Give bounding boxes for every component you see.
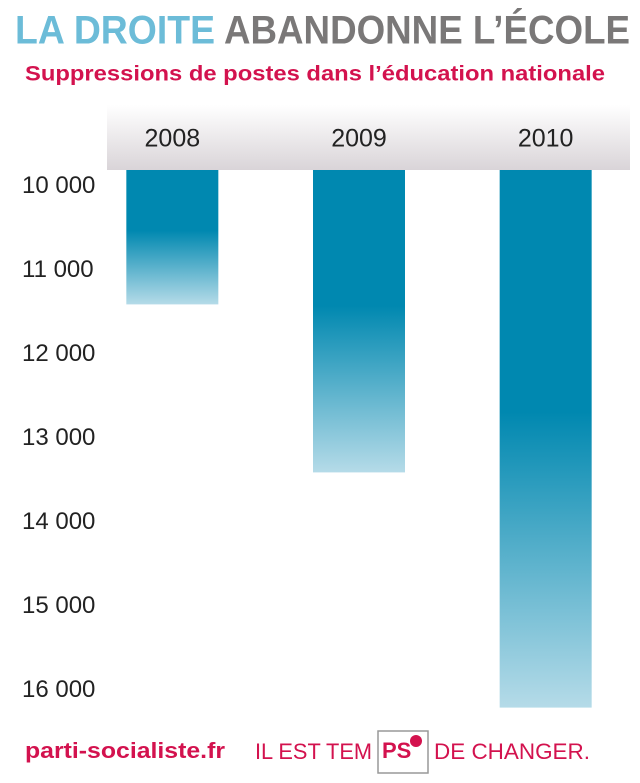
x-tick-label: 2008	[145, 125, 201, 153]
chart-subtitle: Suppressions de postes dans l’éducation …	[25, 63, 605, 86]
x-tick-label: 2010	[518, 125, 574, 153]
y-tick-label: 12 000	[22, 340, 95, 367]
footer-site: parti-socialiste.fr	[25, 738, 225, 763]
bar	[499, 170, 592, 708]
y-tick-label: 13 000	[22, 424, 95, 451]
x-tick-label: 2009	[331, 125, 387, 153]
bar	[126, 170, 219, 305]
footer-slogan-end: DE CHANGER.	[434, 739, 590, 764]
y-tick-label: 16 000	[22, 676, 95, 703]
title-highlight: LA DROITE	[15, 9, 215, 53]
y-tick-label: 11 000	[22, 256, 94, 283]
plot: 10 000 11 000 12 000 13 000 14 000 15 000 16 0…	[22, 125, 592, 708]
header-band	[107, 105, 630, 170]
logo-rose	[410, 735, 422, 747]
y-tick-label: 15 000	[22, 592, 95, 619]
bar	[313, 170, 405, 473]
y-tick-label: 14 000	[22, 508, 95, 535]
y-tick-label: 10 000	[22, 172, 95, 199]
footer-logo: PS	[382, 738, 411, 763]
chart-title: ABANDONNE L’ÉCOLE	[224, 8, 630, 53]
footer-slogan: IL EST TEM	[255, 739, 372, 764]
